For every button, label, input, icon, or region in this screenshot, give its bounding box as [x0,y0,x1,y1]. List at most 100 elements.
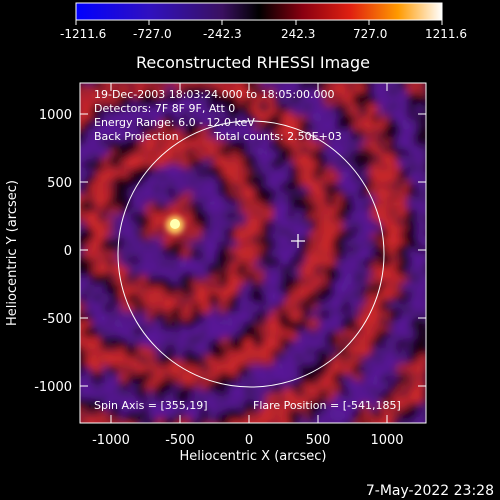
solar-limb [117,120,385,388]
texture-blob [108,282,123,296]
texture-blob [415,83,426,87]
texture-blob [198,343,211,357]
texture-blob [80,291,84,302]
texture-blob [397,381,409,394]
texture-blob [90,211,101,222]
texture-blob [417,203,426,216]
texture-blob [188,388,203,404]
texture-blob [237,364,250,377]
texture-blob [227,326,239,338]
texture-blob [287,127,301,141]
y-axis-label: Heliocentric Y (arcsec) [5,180,20,326]
colorbar-tick-label: 242.3 [281,27,315,41]
texture-blob [270,289,286,306]
texture-blob [344,229,356,241]
x-tick-label: 0 [245,433,253,448]
texture-blob [349,279,365,295]
texture-blob [377,399,391,414]
texture-blob [335,147,348,159]
texture-blob [272,265,284,276]
texture-blob [316,328,327,340]
texture-blob [370,319,383,332]
texture-blob [341,412,354,423]
texture-blob [251,129,263,141]
y-tick-label: 0 [64,244,72,259]
x-axis-label: Heliocentric X (arcsec) [180,449,327,464]
texture-blob [162,417,177,423]
texture-blob [98,264,111,277]
texture-blob [415,113,426,124]
texture-blob [405,184,419,198]
texture-blob [242,337,256,351]
texture-blob [265,96,276,107]
y-tick-label: 500 [47,176,72,191]
texture-blob [171,111,184,123]
texture-blob [179,327,191,339]
texture-blob [101,238,115,252]
texture-blob [401,282,412,293]
texture-blob [385,244,400,258]
texture-blob [305,266,317,278]
texture-blob [279,337,292,350]
texture-blob [287,345,299,358]
texture-blob [124,410,139,423]
plot-frame [79,82,427,424]
texture-blob [81,227,94,240]
texture-blob [101,109,116,125]
texture-blob [305,316,320,331]
info-total-counts: Total counts: 2.50E+03 [213,130,342,143]
texture-blob [99,419,112,423]
info-method: Back Projection [94,130,179,143]
texture-blob [242,153,259,170]
texture-blob [236,418,248,423]
colorbar-tick-label: 727.0 [353,27,387,41]
texture-blob [253,416,268,423]
texture-blob [144,419,157,423]
x-tick-label: 500 [306,433,331,448]
timestamp: 7-May-2022 23:28 [366,483,494,499]
flare-position-label: Flare Position = [-541,185] [253,399,401,412]
texture-blob [205,326,222,343]
y-axis-ticks [80,113,426,387]
texture-blob [361,265,372,276]
texture-blob [346,83,358,88]
texture-blob [288,175,299,186]
texture-blob [359,380,373,394]
texture-blob [261,406,275,420]
texture-blob [407,374,417,385]
texture-blob [80,128,85,141]
texture-blob [190,420,200,423]
texture-blob [169,127,185,143]
texture-blob [296,104,309,117]
texture-blob [217,232,229,244]
texture-blob [117,273,128,285]
texture-blob [117,353,129,365]
texture-blob [189,192,203,206]
texture-blob [353,417,368,423]
x-tick-label: -500 [165,433,195,448]
texture-blob [246,228,257,239]
texture-blob [413,104,425,116]
texture-blob [269,392,282,405]
texture-blob [208,391,221,403]
texture-blob [323,94,337,109]
texture-blob [412,252,426,268]
texture-blob [100,336,112,348]
texture-blob [378,83,391,96]
texture-blob [416,84,426,97]
texture-blob [94,200,108,214]
texture-blob [307,374,318,385]
texture-blob [153,300,166,313]
texture-blob [331,192,345,206]
x-tick-label: -1000 [92,433,130,448]
texture-blob [353,236,367,250]
texture-blob [281,301,293,313]
texture-blob [108,417,123,423]
texture-blob [234,139,249,154]
texture-blob [92,315,108,331]
texture-blob [286,83,300,97]
texture-blob [98,172,114,188]
texture-blob [342,219,355,232]
texture-blob [242,310,255,323]
